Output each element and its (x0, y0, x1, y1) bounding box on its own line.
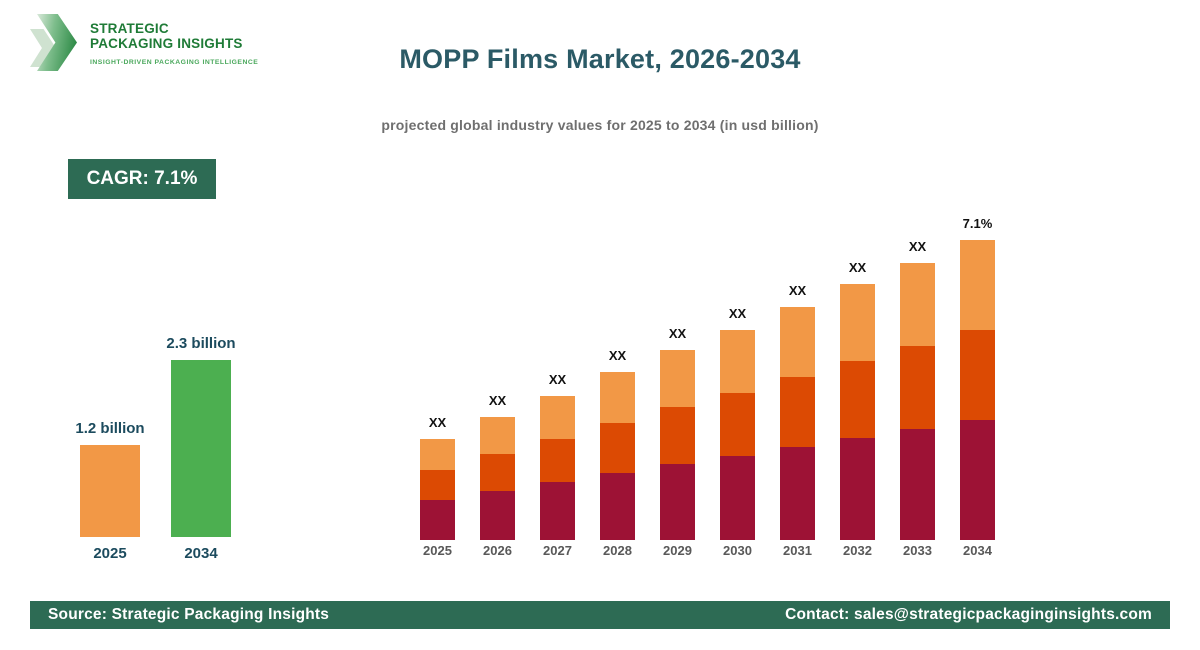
bar-segment-segment-2 (660, 407, 695, 464)
x-axis-label: 2029 (663, 543, 692, 558)
stacked-bar-column-2031: XX 2031 (780, 283, 815, 558)
logo-text: STRATEGIC PACKAGING INSIGHTS INSIGHT-DRI… (90, 12, 258, 66)
x-axis-label: 2030 (723, 543, 752, 558)
stacked-bar-column-2034: 7.1% 2034 (960, 216, 995, 558)
stacked-bar-column-2029: XX 2029 (660, 326, 695, 558)
bar-value-label: 1.2 billion (75, 420, 145, 437)
summary-bar-2025 (80, 445, 140, 537)
stacked-bar-column-2027: XX 2027 (540, 372, 575, 558)
bar-segment-segment-3 (780, 307, 815, 377)
stacked-bar-chart: XX 2025 XX 2026 XX 2027 XX 2028 XX 2029 XX 2030 XX 20… (420, 216, 995, 558)
bar-top-label: XX (488, 393, 507, 408)
bar-segment-segment-3 (720, 330, 755, 393)
bar-segment-segment-3 (840, 284, 875, 361)
logo: STRATEGIC PACKAGING INSIGHTS INSIGHT-DRI… (30, 12, 258, 74)
bar-segment-segment-1 (600, 473, 635, 540)
bar-segment-segment-1 (480, 491, 515, 540)
bar-top-label: XX (848, 260, 867, 275)
bar-segment-segment-1 (660, 464, 695, 540)
x-axis-label: 2027 (543, 543, 572, 558)
bar-segment-segment-2 (480, 454, 515, 491)
x-axis-label: 2033 (903, 543, 932, 558)
stacked-bar-columns: XX 2025 XX 2026 XX 2027 XX 2028 XX 2029 XX 2030 XX 20… (420, 216, 995, 558)
logo-chevron-icon (30, 12, 80, 74)
bar-top-label: XX (668, 326, 687, 341)
x-axis-label: 2034 (963, 543, 992, 558)
x-axis-label: 2028 (603, 543, 632, 558)
bar-segment-segment-2 (540, 439, 575, 482)
bar-top-label: 7.1% (962, 216, 993, 231)
bar-segment-segment-1 (780, 447, 815, 540)
page-title: MOPP Films Market, 2026-2034 (399, 44, 801, 74)
bar-segment-segment-2 (900, 346, 935, 429)
stacked-bar-column-2025: XX 2025 (420, 415, 455, 558)
bar-top-label: XX (788, 283, 807, 298)
bar-segment-segment-3 (660, 350, 695, 407)
bar-segment-segment-1 (420, 500, 455, 540)
stacked-bar-column-2033: XX 2033 (900, 239, 935, 558)
summary-bar-chart: 1.2 billion 2025 2.3 billion 2034 (75, 335, 235, 562)
bar-segment-segment-3 (900, 263, 935, 346)
x-axis-label: 2034 (184, 545, 218, 562)
footer-bar: Source: Strategic Packaging Insights Con… (30, 601, 1170, 629)
bar-segment-segment-2 (960, 330, 995, 420)
x-axis-label: 2025 (93, 545, 127, 562)
bar-segment-segment-2 (420, 470, 455, 500)
bar-segment-segment-1 (960, 420, 995, 540)
x-axis-label: 2032 (843, 543, 872, 558)
x-axis-label: 2031 (783, 543, 812, 558)
chart-subtitle: projected global industry values for 202… (381, 117, 819, 133)
bar-segment-segment-2 (840, 361, 875, 438)
bar-top-label: XX (548, 372, 567, 387)
summary-bar-column-2025: 1.2 billion 2025 (75, 420, 144, 562)
stacked-bar-column-2028: XX 2028 (600, 348, 635, 558)
bar-segment-segment-1 (840, 438, 875, 540)
bar-segment-segment-1 (900, 429, 935, 540)
cagr-badge: CAGR: 7.1% (68, 159, 216, 199)
stacked-bar-column-2032: XX 2032 (840, 260, 875, 558)
bar-segment-segment-3 (480, 417, 515, 454)
bar-segment-segment-3 (420, 439, 455, 470)
stacked-bar-column-2030: XX 2030 (720, 306, 755, 558)
bar-segment-segment-3 (600, 372, 635, 423)
bar-segment-segment-3 (960, 240, 995, 330)
logo-line2: PACKAGING INSIGHTS (90, 35, 243, 51)
bar-segment-segment-2 (780, 377, 815, 447)
summary-bar-columns: 1.2 billion 2025 2.3 billion 2034 (75, 335, 235, 562)
stacked-bar-column-2026: XX 2026 (480, 393, 515, 558)
logo-line1: STRATEGIC (90, 21, 169, 36)
logo-tagline: INSIGHT-DRIVEN PACKAGING INTELLIGENCE (90, 58, 259, 66)
bar-segment-segment-2 (720, 393, 755, 456)
x-axis-label: 2026 (483, 543, 512, 558)
bar-segment-segment-1 (540, 482, 575, 540)
bar-segment-segment-2 (600, 423, 635, 473)
bar-top-label: XX (428, 415, 447, 430)
x-axis-label: 2025 (423, 543, 452, 558)
summary-bar-2034 (171, 360, 231, 537)
source-text: Source: Strategic Packaging Insights (48, 606, 330, 623)
bar-top-label: XX (728, 306, 747, 321)
summary-bar-column-2034: 2.3 billion 2034 (166, 335, 235, 562)
bar-top-label: XX (608, 348, 627, 363)
bar-segment-segment-1 (720, 456, 755, 540)
bar-top-label: XX (908, 239, 927, 254)
bar-value-label: 2.3 billion (166, 335, 236, 352)
bar-segment-segment-3 (540, 396, 575, 439)
contact-text: Contact: sales@strategicpackaginginsight… (785, 606, 1152, 623)
